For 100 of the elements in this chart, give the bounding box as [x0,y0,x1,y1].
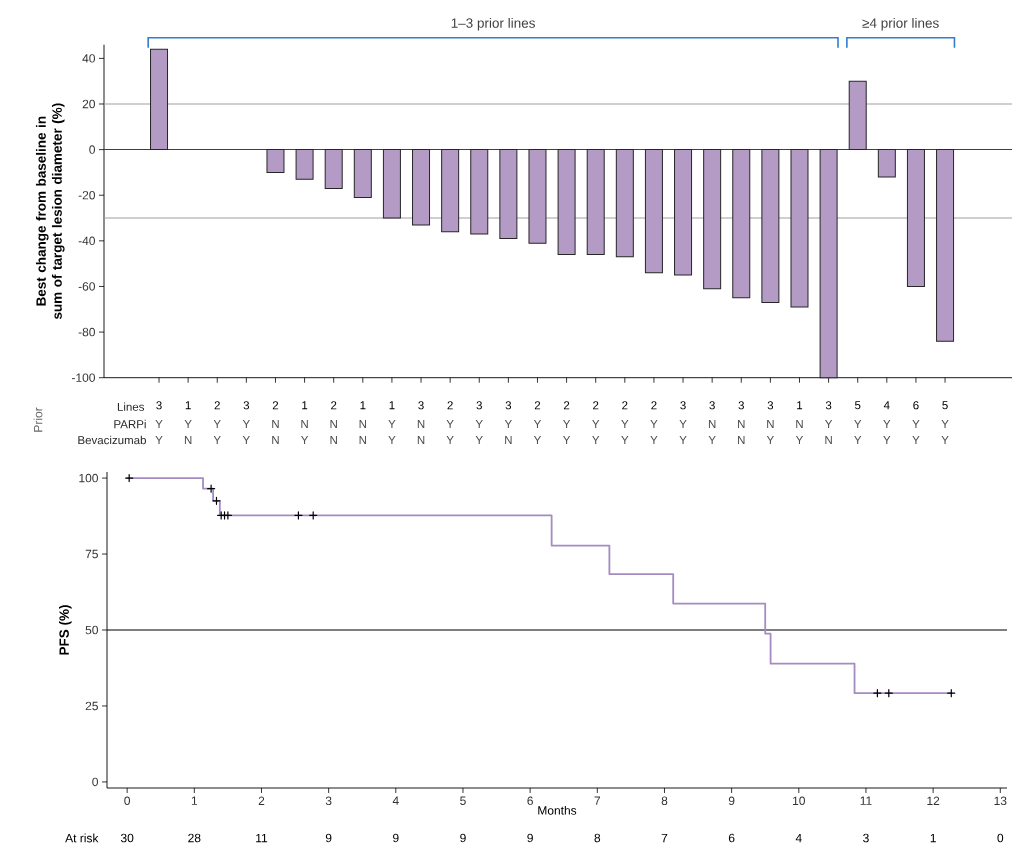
text: Y [213,436,221,444]
x-tick-label: 8 [661,796,668,806]
x-tick-label: 2 [651,401,657,410]
text: Y [883,420,891,428]
y-tick-label: 0 [89,145,95,154]
text: 3 [863,833,869,843]
text: 9 [393,833,399,843]
x-tick-label: 2 [622,401,628,410]
x-tick-label: 3 [476,401,482,410]
x-tick-label: 6 [527,796,533,806]
text: N [796,420,803,428]
text: Y [592,420,600,428]
y-axis-title: Best change from baseline in sum of target lesion diameter (%) [35,103,65,320]
text: N [359,420,367,428]
x-tick-label: 12 [927,796,940,805]
x-tick-label: 0 [124,796,131,806]
text: Y [533,420,542,428]
text: Y [446,436,454,444]
x-tick-label: 3 [325,796,332,806]
text: Y [213,420,221,428]
text: 9 [460,833,466,843]
text: Y [825,420,833,428]
x-tick-label: 3 [156,401,162,410]
text: Y [184,420,192,428]
text: Y [912,420,920,428]
x-tick-label: 3 [767,401,774,410]
text: Y [941,420,949,428]
text: N [330,436,337,444]
x-tick-label: 4 [883,401,890,410]
text: Y [563,420,571,428]
text: 0 [997,833,1004,843]
text: N [184,436,192,444]
text: N [417,420,425,428]
text: N [272,436,279,444]
text: Y [242,436,250,444]
text: N [708,420,716,428]
text: 6 [728,833,735,843]
y-tick-label: 75 [85,549,98,559]
x-tick-label: 11 [860,796,872,805]
x-tick-label: 1 [185,401,191,410]
text: Y [592,436,600,444]
y-tick-label: 0 [92,777,99,787]
text: PARPi [114,419,146,429]
x-tick-label: 3 [243,401,250,410]
text: N [825,436,832,444]
x-tick-label: 3 [680,401,686,410]
x-tick-label: 3 [505,401,512,410]
x-tick-label: 2 [258,796,265,805]
text: Y [533,436,542,444]
text: 7 [661,833,668,843]
y-tick-label: -100 [71,373,95,382]
text: Y [883,436,891,444]
text: N [330,420,337,428]
x-tick-label: 2 [214,401,220,410]
y-tick-label: -40 [78,236,95,246]
text: Y [563,436,571,444]
text: Y [621,420,629,428]
x-tick-label: 2 [447,401,453,410]
y-tick-label: 40 [82,54,95,63]
text: Y [242,420,250,428]
x-tick-label: 13 [994,796,1007,806]
text: 9 [325,833,332,843]
x-tick-label: 6 [913,401,919,410]
x-tick-label: 2 [331,401,337,410]
text: Prior [33,407,43,432]
x-tick-label: 1 [191,796,198,805]
text: Y [941,436,949,444]
text: N [505,436,512,444]
x-tick-label: 10 [793,796,806,806]
text: Y [388,420,396,428]
x-tick-label: 2 [563,401,570,410]
text: Y [795,436,804,444]
text: N [767,420,774,428]
text: N [417,436,425,444]
y-tick-label: -20 [78,190,95,200]
text: N [738,436,745,444]
text: Y [650,436,658,444]
text: Y [854,436,862,444]
text: 28 [188,833,201,843]
text: Y [679,436,687,444]
text: N [359,436,367,444]
x-axis-title: Lines [117,402,145,411]
text: 9 [527,833,533,843]
text: Y [504,420,512,428]
text: 1–3 prior lines [451,17,535,31]
y-tick-label: -80 [78,327,95,337]
text: Y [155,436,163,444]
text: 1 [930,833,936,843]
x-tick-label: 1 [360,401,366,410]
x-tick-label: 3 [825,401,832,410]
x-tick-label: 5 [854,401,861,410]
x-tick-label: 1 [302,401,308,410]
text: 4 [795,833,802,843]
text: Y [475,436,483,444]
x-tick-label: 5 [942,401,948,410]
y-tick-label: -60 [78,282,95,291]
x-tick-label: 2 [593,401,599,410]
text: 8 [594,833,601,843]
text: N [272,420,279,428]
text: N [301,420,308,428]
